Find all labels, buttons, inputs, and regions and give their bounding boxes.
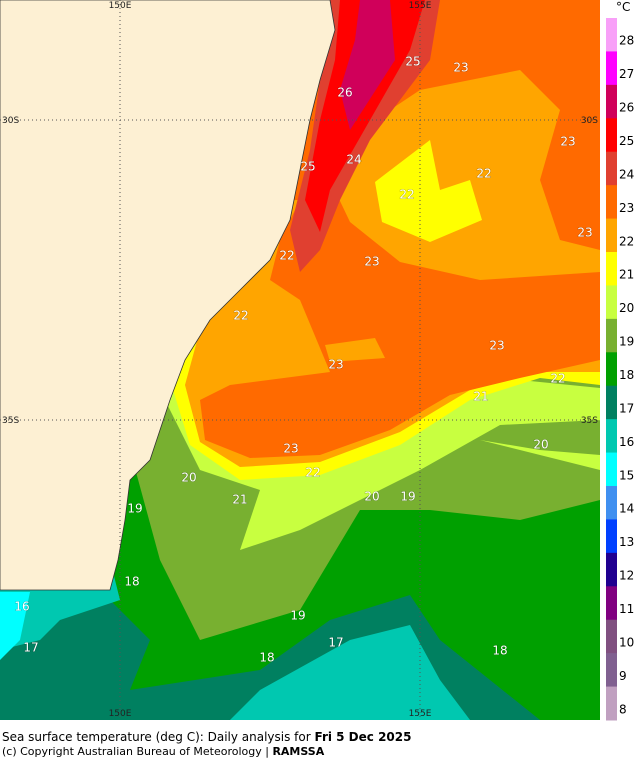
colorbar-label: 19: [619, 335, 634, 349]
colorbar-label: 14: [619, 502, 634, 516]
contour-label: 22: [476, 167, 491, 181]
contour-label: 20: [181, 471, 196, 485]
contour-label: 22: [305, 466, 320, 480]
copyright-org: RAMSSA: [272, 745, 325, 758]
colorbar-swatch: [606, 51, 617, 86]
colorbar-swatch: [606, 486, 617, 520]
lat-label: 30S: [2, 116, 19, 126]
contour-label: 23: [577, 226, 592, 240]
contour-label: 23: [560, 135, 575, 149]
caption-text: Sea surface temperature (deg C): Daily a…: [2, 730, 311, 744]
colorbar-swatch: [606, 318, 617, 353]
colorbar-label: 10: [619, 635, 634, 649]
colorbar-swatch: [606, 84, 617, 119]
contour-label: 19: [290, 609, 305, 623]
contour-label: 24: [346, 153, 361, 167]
contour-label: 22: [399, 188, 414, 202]
colorbar-swatch: [606, 185, 617, 220]
sst-field: [0, 0, 600, 720]
colorbar-swatch: [606, 151, 617, 186]
colorbar-swatch: [606, 653, 617, 688]
colorbar-label: 9: [619, 669, 627, 683]
lat-label: 30S: [581, 116, 598, 126]
contour-label: 19: [127, 502, 142, 516]
colorbar-label: 8: [619, 702, 627, 716]
contour-label: 17: [328, 636, 343, 650]
colorbar-swatch: [606, 619, 617, 654]
copyright-text: (c) Copyright Australian Bureau of Meteo…: [2, 745, 269, 758]
contour-label: 17: [23, 641, 38, 655]
colorbar-label: 12: [619, 569, 634, 583]
contour-label: 23: [328, 358, 343, 372]
contour-label: 23: [489, 339, 504, 353]
contour-label: 22: [279, 249, 294, 263]
colorbar-label: 13: [619, 535, 634, 549]
colorbar-swatch: [606, 419, 617, 454]
contour-labels: 25 23 26 23 25 24 22 22 23 22 23 22 23 2…: [14, 54, 593, 665]
lon-label: 150E: [109, 1, 132, 11]
colorbar-unit: °C: [616, 0, 630, 14]
contour-label: 22: [550, 372, 565, 386]
colorbar-label: 26: [619, 101, 634, 115]
contour-label: 25: [300, 160, 315, 174]
contour-label: 23: [364, 255, 379, 269]
contour-label: 19: [400, 490, 415, 504]
colorbar-swatch: [606, 686, 617, 721]
lon-label: 155E: [409, 1, 432, 11]
colorbar-label: 23: [619, 201, 634, 215]
colorbar-label: 16: [619, 435, 634, 449]
contour-label: 21: [473, 390, 488, 404]
contour-label: 18: [124, 575, 139, 589]
contour-label: 20: [364, 490, 379, 504]
colorbar-label: 21: [619, 268, 634, 282]
colorbar-swatch: [606, 285, 617, 320]
sst-map: 150E 155E 150E 155E 30S 35S 30S 35S 25 2…: [0, 0, 634, 721]
contour-label: 16: [14, 600, 29, 614]
colorbar-label: 18: [619, 368, 634, 382]
colorbar-label: 25: [619, 134, 634, 148]
lon-label: 155E: [409, 709, 432, 719]
colorbar-swatch: [606, 385, 617, 420]
caption: Sea surface temperature (deg C): Daily a…: [2, 730, 411, 744]
colorbar-swatch: [606, 218, 617, 253]
lon-label: 150E: [109, 709, 132, 719]
copyright: (c) Copyright Australian Bureau of Meteo…: [2, 745, 324, 758]
contour-label: 23: [453, 61, 468, 75]
contour-label: 18: [259, 651, 274, 665]
colorbar-label: 11: [619, 602, 634, 616]
contour-label: 20: [533, 438, 548, 452]
colorbar-swatch: [606, 118, 617, 153]
contour-label: 18: [492, 644, 507, 658]
lat-label: 35S: [2, 416, 19, 426]
contour-label: 25: [405, 55, 420, 69]
caption-date: Fri 5 Dec 2025: [314, 730, 412, 744]
colorbar-label: 28: [619, 34, 634, 48]
colorbar-label: 20: [619, 301, 634, 315]
lat-label: 35S: [581, 416, 598, 426]
contour-label: 21: [232, 493, 247, 507]
contour-label: 23: [283, 442, 298, 456]
colorbar-swatch: [606, 552, 617, 587]
colorbar-label: 15: [619, 468, 634, 482]
colorbar-swatch: [606, 352, 617, 387]
colorbar-swatch: [606, 18, 617, 52]
graticule: [0, 0, 600, 720]
colorbar: 28 27 26 25 24 23 22 21 20 19 18 17 16 15 14 13 12 11 10 9 8: [606, 18, 634, 721]
colorbar-swatch: [606, 452, 617, 487]
colorbar-label: 17: [619, 401, 634, 415]
colorbar-swatch: [606, 586, 617, 621]
colorbar-label: 22: [619, 234, 634, 248]
contour-label: 26: [337, 86, 352, 100]
colorbar-label: 27: [619, 67, 634, 81]
colorbar-swatch: [606, 252, 617, 286]
contour-label: 22: [233, 309, 248, 323]
colorbar-label: 24: [619, 167, 634, 181]
colorbar-swatch: [606, 519, 617, 554]
